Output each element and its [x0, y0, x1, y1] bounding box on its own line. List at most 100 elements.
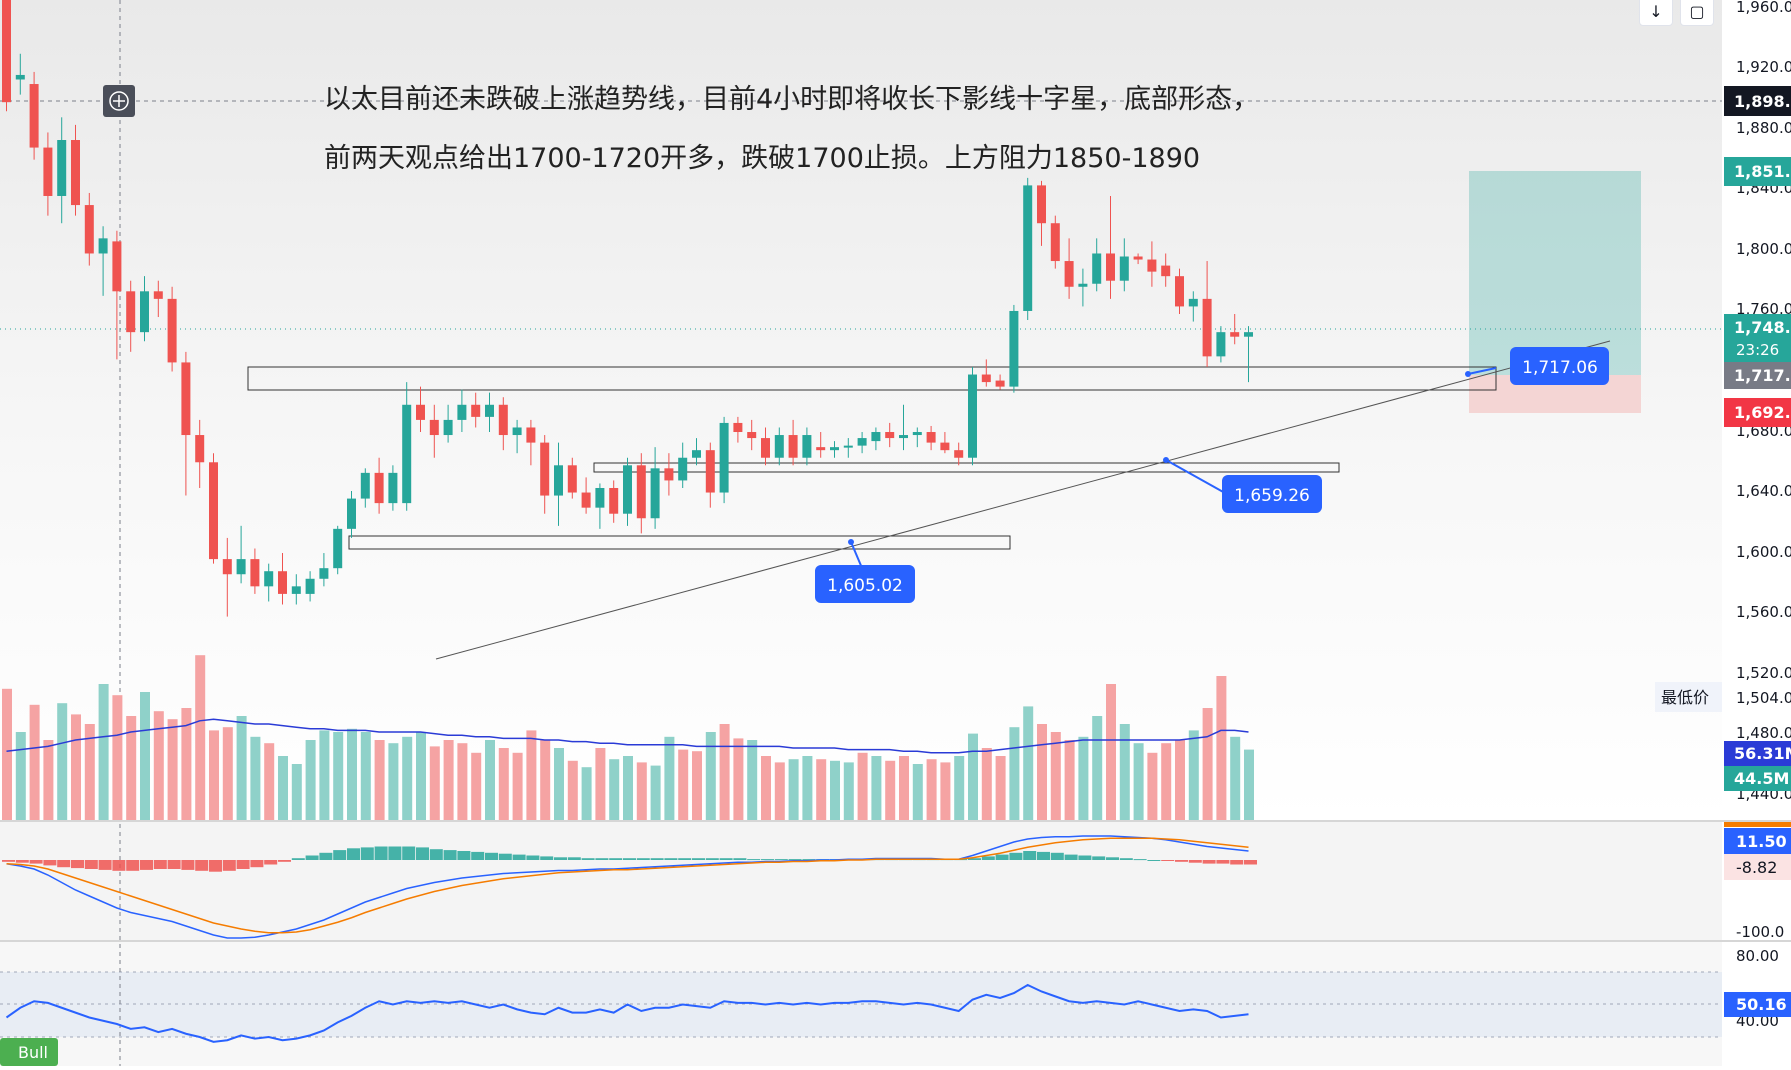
price-tick-1480: 1,480.0 [1736, 724, 1791, 742]
candles-layer [2, 0, 1253, 617]
volume-bar [416, 732, 426, 820]
volume-bar [388, 743, 399, 820]
candle-body [1078, 283, 1088, 287]
candle-body [774, 435, 784, 458]
macd-signal-line [6, 837, 1249, 934]
volume-bar [485, 740, 495, 820]
candle-body [222, 559, 232, 575]
volume-bar [471, 752, 482, 820]
candle-body [816, 447, 826, 451]
macd-histogram-bar [1188, 860, 1202, 863]
rsi-value: 50.16 [1736, 995, 1787, 1014]
volume-bar [2, 688, 12, 820]
entry-label-bg[interactable] [1510, 347, 1609, 385]
macd-histogram-bar [1216, 860, 1230, 864]
candle-body [181, 362, 191, 436]
candle-body [802, 435, 812, 458]
macd-histogram-bar [112, 860, 126, 871]
price-tick-1760: 1,760.0 [1736, 300, 1791, 318]
macd-histogram-bar [1050, 852, 1064, 860]
volume-bar [153, 711, 164, 820]
macd-histogram-bar [609, 858, 623, 860]
volume-ma-layer [6, 718, 1249, 754]
macd-histogram-bar [1202, 860, 1216, 864]
volume-bar [802, 756, 813, 820]
volume-bar [954, 756, 965, 820]
volume-bar [788, 759, 799, 820]
candle-body [581, 492, 591, 508]
candle-body [719, 422, 729, 493]
candle-body [374, 472, 384, 504]
volume-bar [112, 695, 123, 820]
volume-bar [1064, 740, 1075, 820]
annotation-line-1: 以太目前还未跌破上涨趋势线，目前4小时即将收长下影线十字星，底部形态， [324, 84, 1259, 115]
candle-body [899, 435, 908, 439]
volume-bar [98, 684, 109, 820]
volume-bar [1216, 676, 1227, 820]
macd-histogram-bar [57, 860, 71, 868]
macd-histogram-bar [126, 860, 140, 871]
candle-body [250, 559, 260, 587]
candle-body [84, 205, 94, 254]
volume-bar [291, 764, 302, 820]
macd-histogram-bar [209, 860, 222, 872]
macd-histogram-bar [1133, 859, 1147, 861]
candle-body [333, 528, 343, 569]
macd-histogram-bar [457, 851, 471, 860]
volume-bar [1023, 706, 1034, 820]
macd-histogram-bar [98, 860, 112, 870]
candle-body [512, 427, 522, 436]
macd-histogram-bar [498, 853, 512, 860]
low1-label: 1,605.02 [827, 576, 903, 596]
candle-body [236, 559, 246, 575]
macd-histogram-bar [1023, 851, 1037, 860]
volume-bar [526, 730, 537, 820]
low2-label-bg[interactable] [1222, 475, 1322, 513]
volume-bar [1009, 727, 1020, 820]
volume-bar [264, 743, 275, 820]
volume-bar [181, 708, 192, 820]
volume-bar [705, 732, 716, 820]
volume-bar [443, 740, 454, 820]
rsi-value-bg [1724, 992, 1791, 1017]
candle-body [1023, 185, 1033, 311]
volume-bar [402, 736, 413, 820]
volume-bar [1244, 749, 1254, 820]
volume-bar [278, 756, 288, 820]
candle-body [981, 374, 991, 383]
candle-body [1161, 265, 1171, 277]
candle-body [305, 578, 315, 594]
macd-histogram-bar [761, 859, 774, 861]
low1-dot [848, 539, 854, 545]
crosshair-plus-icon[interactable] [103, 85, 135, 117]
candle-body [623, 465, 632, 514]
volume-ma-value: 56.31M [1734, 744, 1791, 763]
fullscreen-icon[interactable]: ▢ [1680, 0, 1714, 26]
resistance-support-box [247, 366, 1497, 391]
low1-label-bg[interactable] [815, 565, 915, 603]
macd-histogram-bar [250, 860, 264, 868]
volume-bar [1133, 743, 1144, 820]
macd-histogram-bar [1064, 854, 1078, 860]
support-box-mid [593, 462, 1340, 473]
candle-body [360, 472, 370, 499]
download-icon[interactable]: ↓ [1639, 0, 1673, 26]
volume-bar [857, 752, 868, 820]
candle-body [1037, 185, 1046, 224]
macd-histogram-bar [581, 858, 595, 860]
volume-value: 44.5M [1734, 769, 1789, 788]
macd-histogram-bar [1175, 860, 1188, 862]
volume-bar [209, 730, 219, 820]
candle-body [485, 404, 494, 417]
macd-tick: -100.0 [1736, 923, 1784, 941]
volume-bar [1078, 736, 1089, 820]
volume-bar [1147, 752, 1158, 820]
candle-body [167, 298, 177, 363]
macd-histogram-bar [705, 858, 719, 860]
volume-bar [816, 759, 827, 820]
macd-histogram-bar [1147, 860, 1161, 861]
volume-bar [84, 724, 95, 820]
macd-histogram-bar [995, 854, 1009, 860]
volume-bar [926, 759, 937, 820]
